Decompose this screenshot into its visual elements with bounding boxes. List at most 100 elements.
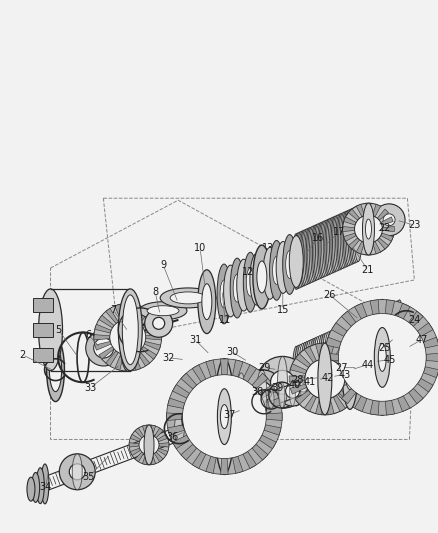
Circle shape — [247, 401, 258, 411]
Ellipse shape — [39, 289, 62, 370]
Ellipse shape — [312, 224, 320, 280]
Ellipse shape — [313, 224, 321, 280]
Circle shape — [304, 359, 344, 399]
Polygon shape — [304, 346, 316, 362]
Circle shape — [298, 382, 307, 392]
Polygon shape — [343, 217, 355, 225]
Polygon shape — [377, 238, 388, 249]
Ellipse shape — [350, 320, 357, 380]
Ellipse shape — [319, 334, 328, 393]
Ellipse shape — [296, 344, 304, 404]
Polygon shape — [385, 400, 394, 415]
Polygon shape — [258, 384, 276, 398]
Polygon shape — [142, 425, 148, 435]
Ellipse shape — [220, 405, 228, 429]
Ellipse shape — [139, 302, 187, 320]
Ellipse shape — [332, 328, 340, 387]
Polygon shape — [263, 425, 280, 435]
Ellipse shape — [285, 251, 293, 278]
Ellipse shape — [341, 324, 349, 384]
Ellipse shape — [278, 382, 284, 408]
Polygon shape — [324, 353, 338, 361]
Ellipse shape — [318, 222, 326, 278]
Text: 42: 42 — [321, 373, 333, 383]
Ellipse shape — [243, 252, 257, 312]
Ellipse shape — [315, 223, 323, 279]
Text: 10: 10 — [194, 243, 206, 253]
Ellipse shape — [246, 268, 254, 296]
Text: 45: 45 — [382, 354, 395, 365]
Circle shape — [69, 464, 85, 480]
Circle shape — [277, 376, 307, 406]
Circle shape — [85, 330, 121, 366]
Polygon shape — [159, 442, 169, 447]
Circle shape — [240, 370, 283, 414]
Ellipse shape — [300, 342, 308, 402]
Ellipse shape — [256, 370, 266, 414]
Ellipse shape — [310, 225, 318, 281]
Ellipse shape — [321, 220, 329, 276]
Ellipse shape — [268, 389, 273, 409]
Ellipse shape — [307, 340, 314, 399]
Polygon shape — [99, 346, 114, 359]
Ellipse shape — [277, 357, 287, 408]
Ellipse shape — [292, 233, 300, 289]
Ellipse shape — [392, 301, 400, 361]
Polygon shape — [381, 227, 393, 232]
Ellipse shape — [304, 341, 312, 400]
Circle shape — [354, 215, 381, 243]
Polygon shape — [192, 451, 205, 469]
Ellipse shape — [309, 226, 317, 282]
Ellipse shape — [302, 229, 311, 285]
Text: 40: 40 — [288, 379, 300, 390]
Polygon shape — [150, 454, 155, 465]
Ellipse shape — [300, 375, 306, 399]
Polygon shape — [377, 209, 388, 220]
Ellipse shape — [317, 343, 331, 415]
Ellipse shape — [344, 350, 354, 390]
Ellipse shape — [325, 219, 333, 274]
Text: 36: 36 — [166, 432, 178, 442]
Text: 34: 34 — [39, 482, 52, 492]
Polygon shape — [422, 337, 438, 348]
Ellipse shape — [256, 261, 266, 293]
Polygon shape — [295, 390, 310, 405]
Polygon shape — [365, 243, 370, 255]
Text: 33: 33 — [84, 383, 96, 393]
Text: 41: 41 — [303, 377, 315, 386]
Ellipse shape — [315, 336, 323, 395]
Polygon shape — [417, 378, 432, 392]
Polygon shape — [154, 428, 163, 438]
Ellipse shape — [223, 265, 237, 317]
Ellipse shape — [328, 217, 337, 273]
Text: 30: 30 — [225, 347, 237, 357]
Circle shape — [239, 392, 266, 420]
Polygon shape — [369, 300, 378, 314]
Text: 37: 37 — [223, 409, 236, 419]
Polygon shape — [397, 303, 409, 319]
Ellipse shape — [344, 210, 352, 266]
Ellipse shape — [214, 359, 234, 474]
Ellipse shape — [144, 425, 154, 465]
Polygon shape — [167, 425, 184, 435]
Ellipse shape — [304, 228, 312, 284]
Polygon shape — [130, 448, 140, 456]
Polygon shape — [106, 308, 118, 324]
Polygon shape — [417, 323, 432, 336]
Text: 43: 43 — [338, 370, 350, 379]
Ellipse shape — [337, 326, 345, 386]
Ellipse shape — [364, 313, 372, 373]
Text: 23: 23 — [407, 220, 420, 230]
Ellipse shape — [352, 206, 360, 262]
Text: 15: 15 — [276, 305, 288, 315]
Text: 26: 26 — [323, 290, 335, 300]
Text: 28: 28 — [291, 375, 303, 385]
Polygon shape — [141, 346, 156, 359]
Circle shape — [110, 319, 145, 355]
Circle shape — [338, 313, 425, 401]
Polygon shape — [205, 360, 216, 377]
Ellipse shape — [32, 472, 39, 503]
Circle shape — [129, 425, 169, 465]
Ellipse shape — [170, 292, 205, 304]
Text: 32: 32 — [162, 353, 174, 363]
